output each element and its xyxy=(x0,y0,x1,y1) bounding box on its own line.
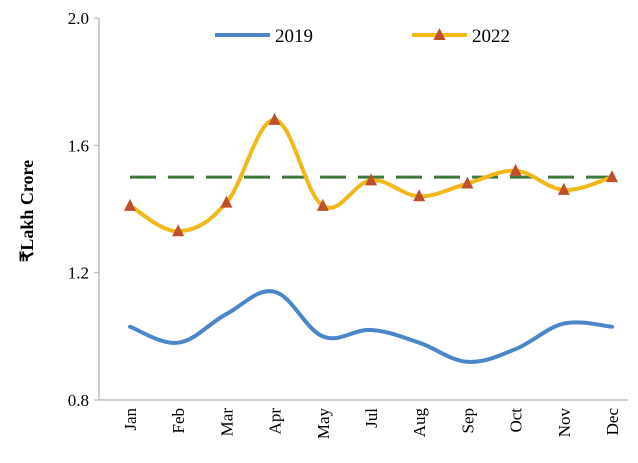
y-tick-label: 1.6 xyxy=(68,136,89,155)
data-point xyxy=(220,195,233,208)
series-line-2022 xyxy=(128,117,614,234)
data-point xyxy=(365,173,377,186)
legend-2019-label: 2019 xyxy=(275,26,313,47)
x-tick-label: Dec xyxy=(603,408,622,436)
x-tick-label: Jan xyxy=(121,408,140,431)
y-axis: 0.8 1.2 1.6 2.0 ₹Lakh Crore xyxy=(17,9,100,410)
x-tick-label: May xyxy=(314,408,333,440)
x-tick-label: Mar xyxy=(217,408,236,437)
y-tick-label: 2.0 xyxy=(68,9,89,28)
x-tick-label: Aug xyxy=(410,408,429,438)
x-tick-label: Jul xyxy=(362,408,381,428)
x-tick-label: Oct xyxy=(507,408,526,433)
x-tick-label: Apr xyxy=(266,408,285,435)
x-tick-label: Feb xyxy=(169,408,188,434)
x-axis: Jan Feb Mar Apr May Jul Aug Sep Oct Nov Dec xyxy=(99,399,628,440)
data-point xyxy=(124,198,136,211)
y-tick-label: 1.2 xyxy=(68,264,89,283)
series-line-2019 xyxy=(128,289,614,364)
y-tick-label: 0.8 xyxy=(68,391,89,410)
data-point xyxy=(316,198,329,211)
data-point xyxy=(509,163,522,176)
legend-2022-label: 2022 xyxy=(472,26,510,47)
data-point xyxy=(413,189,426,202)
legend: 2019 2022 xyxy=(215,26,510,47)
legend-2022-marker xyxy=(433,28,446,40)
x-tick-label: Sep xyxy=(458,408,477,434)
y-axis-label: ₹Lakh Crore xyxy=(17,160,37,262)
data-point xyxy=(461,176,474,189)
data-point xyxy=(268,112,281,125)
data-point xyxy=(557,182,570,195)
data-point xyxy=(172,224,185,237)
x-tick-label: Nov xyxy=(555,408,574,438)
data-point xyxy=(606,170,618,183)
